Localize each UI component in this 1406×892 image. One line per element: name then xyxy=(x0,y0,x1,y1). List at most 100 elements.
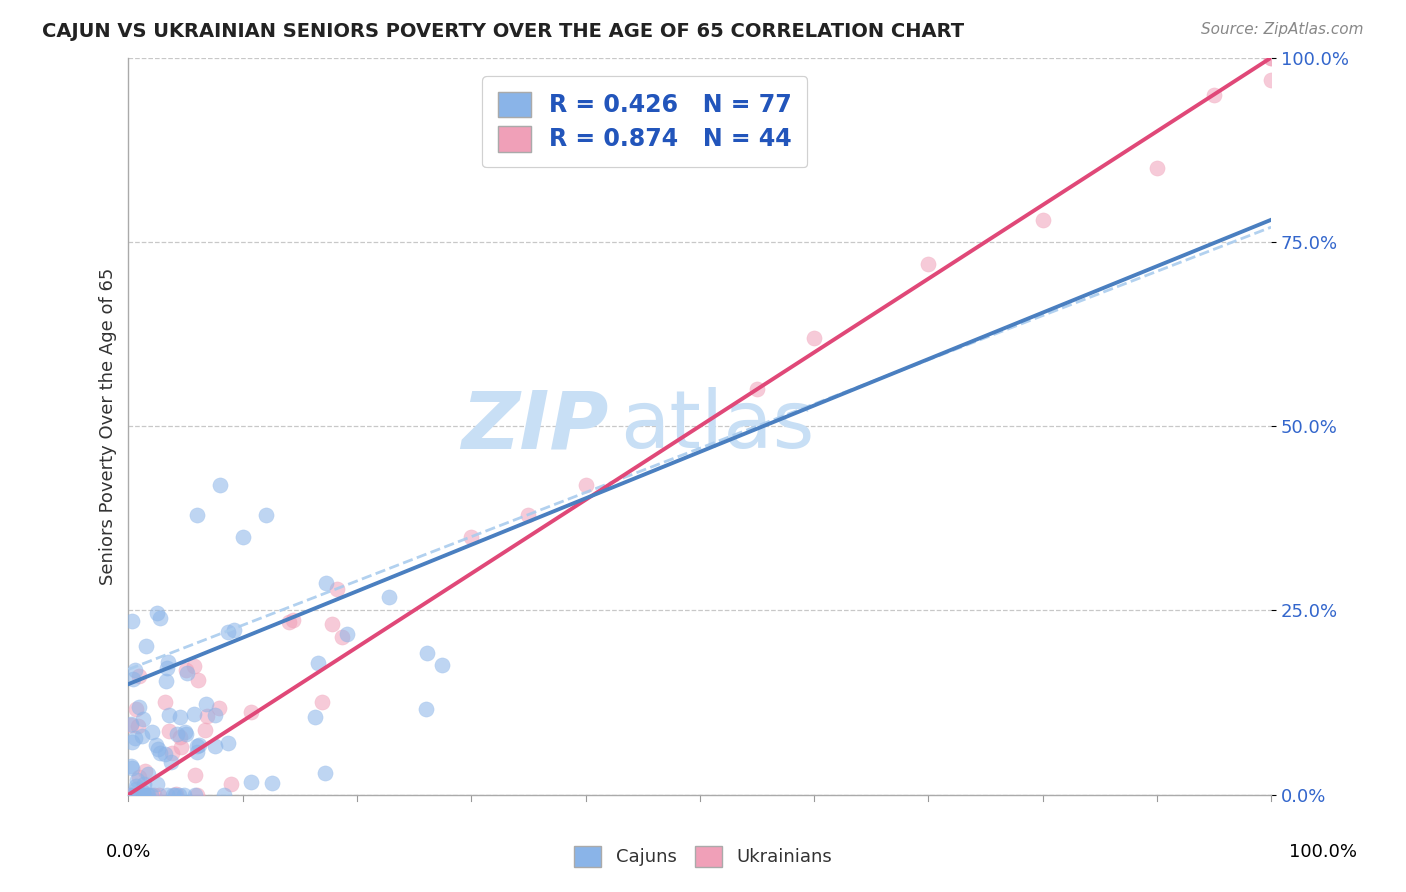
Point xyxy=(165,787,187,801)
Point xyxy=(240,706,263,720)
Point xyxy=(155,747,177,762)
Point xyxy=(195,709,218,723)
Point xyxy=(195,697,218,711)
Point xyxy=(803,331,825,345)
Point xyxy=(204,739,226,753)
Point xyxy=(260,776,283,790)
Point xyxy=(183,659,205,673)
Point xyxy=(321,617,343,632)
Point xyxy=(163,788,186,802)
Point xyxy=(415,702,437,716)
Text: atlas: atlas xyxy=(620,387,814,465)
Point xyxy=(183,707,205,722)
Text: ZIP: ZIP xyxy=(461,387,609,465)
Point xyxy=(145,738,167,752)
Point xyxy=(460,530,482,544)
Point xyxy=(127,719,149,733)
Point xyxy=(186,788,208,802)
Point xyxy=(120,759,142,773)
Point xyxy=(169,710,191,724)
Point xyxy=(1146,161,1168,176)
Point xyxy=(187,673,209,687)
Point xyxy=(204,707,226,722)
Point xyxy=(124,663,146,677)
Point xyxy=(162,788,184,802)
Text: CAJUN VS UKRAINIAN SENIORS POVERTY OVER THE AGE OF 65 CORRELATION CHART: CAJUN VS UKRAINIAN SENIORS POVERTY OVER … xyxy=(42,22,965,41)
Point xyxy=(132,712,155,726)
Point xyxy=(222,623,245,637)
Point xyxy=(208,701,231,715)
Point xyxy=(146,607,169,621)
Point xyxy=(184,788,207,802)
Point xyxy=(240,774,263,789)
Point xyxy=(378,590,401,604)
Point xyxy=(121,615,143,629)
Point xyxy=(135,640,157,654)
Point xyxy=(336,627,359,641)
Point xyxy=(194,723,217,738)
Point xyxy=(124,731,146,745)
Point xyxy=(149,746,172,760)
Point xyxy=(1260,51,1282,65)
Point xyxy=(212,788,235,802)
Point xyxy=(127,773,149,788)
Legend: Cajuns, Ukrainians: Cajuns, Ukrainians xyxy=(567,838,839,874)
Point xyxy=(574,478,596,492)
Point xyxy=(155,695,177,709)
Text: Source: ZipAtlas.com: Source: ZipAtlas.com xyxy=(1201,22,1364,37)
Point xyxy=(142,788,165,802)
Point xyxy=(120,718,142,732)
Point xyxy=(132,777,155,791)
Legend: R = 0.426   N = 77, R = 0.874   N = 44: R = 0.426 N = 77, R = 0.874 N = 44 xyxy=(482,76,807,168)
Point xyxy=(1260,72,1282,87)
Point xyxy=(186,739,208,754)
Point xyxy=(136,788,159,802)
Point xyxy=(315,576,337,591)
Point xyxy=(157,708,180,723)
Point xyxy=(127,788,149,802)
Point xyxy=(173,725,195,739)
Point xyxy=(314,766,336,780)
Point xyxy=(128,700,150,714)
Point xyxy=(120,717,142,731)
Point xyxy=(1202,87,1225,102)
Point xyxy=(121,735,143,749)
Point xyxy=(146,741,169,756)
Point xyxy=(138,767,160,781)
Point xyxy=(160,746,183,760)
Point xyxy=(121,788,143,802)
Point xyxy=(186,745,208,759)
Point xyxy=(174,727,197,741)
Point xyxy=(517,508,540,522)
Point xyxy=(304,709,326,723)
Point xyxy=(125,779,148,793)
Point xyxy=(125,782,148,797)
Point xyxy=(120,788,142,802)
Text: 100.0%: 100.0% xyxy=(1289,843,1357,861)
Point xyxy=(176,663,198,677)
Point xyxy=(156,788,179,802)
Point xyxy=(141,725,163,739)
Point xyxy=(281,613,304,627)
Point xyxy=(136,788,159,802)
Point xyxy=(330,631,353,645)
Point xyxy=(166,727,188,741)
Point xyxy=(141,788,163,802)
Point xyxy=(131,785,153,799)
Point xyxy=(416,646,439,660)
Point xyxy=(278,615,301,629)
Point xyxy=(146,777,169,791)
Point xyxy=(134,764,156,778)
Point xyxy=(128,770,150,784)
Point xyxy=(159,755,181,769)
Point xyxy=(122,673,145,687)
Point xyxy=(1260,51,1282,65)
Point xyxy=(134,788,156,802)
Point xyxy=(169,730,191,744)
Point xyxy=(745,382,768,396)
Point xyxy=(167,788,190,802)
Point xyxy=(430,658,453,673)
Point xyxy=(173,788,195,802)
Point xyxy=(326,582,349,596)
Point xyxy=(125,702,148,716)
